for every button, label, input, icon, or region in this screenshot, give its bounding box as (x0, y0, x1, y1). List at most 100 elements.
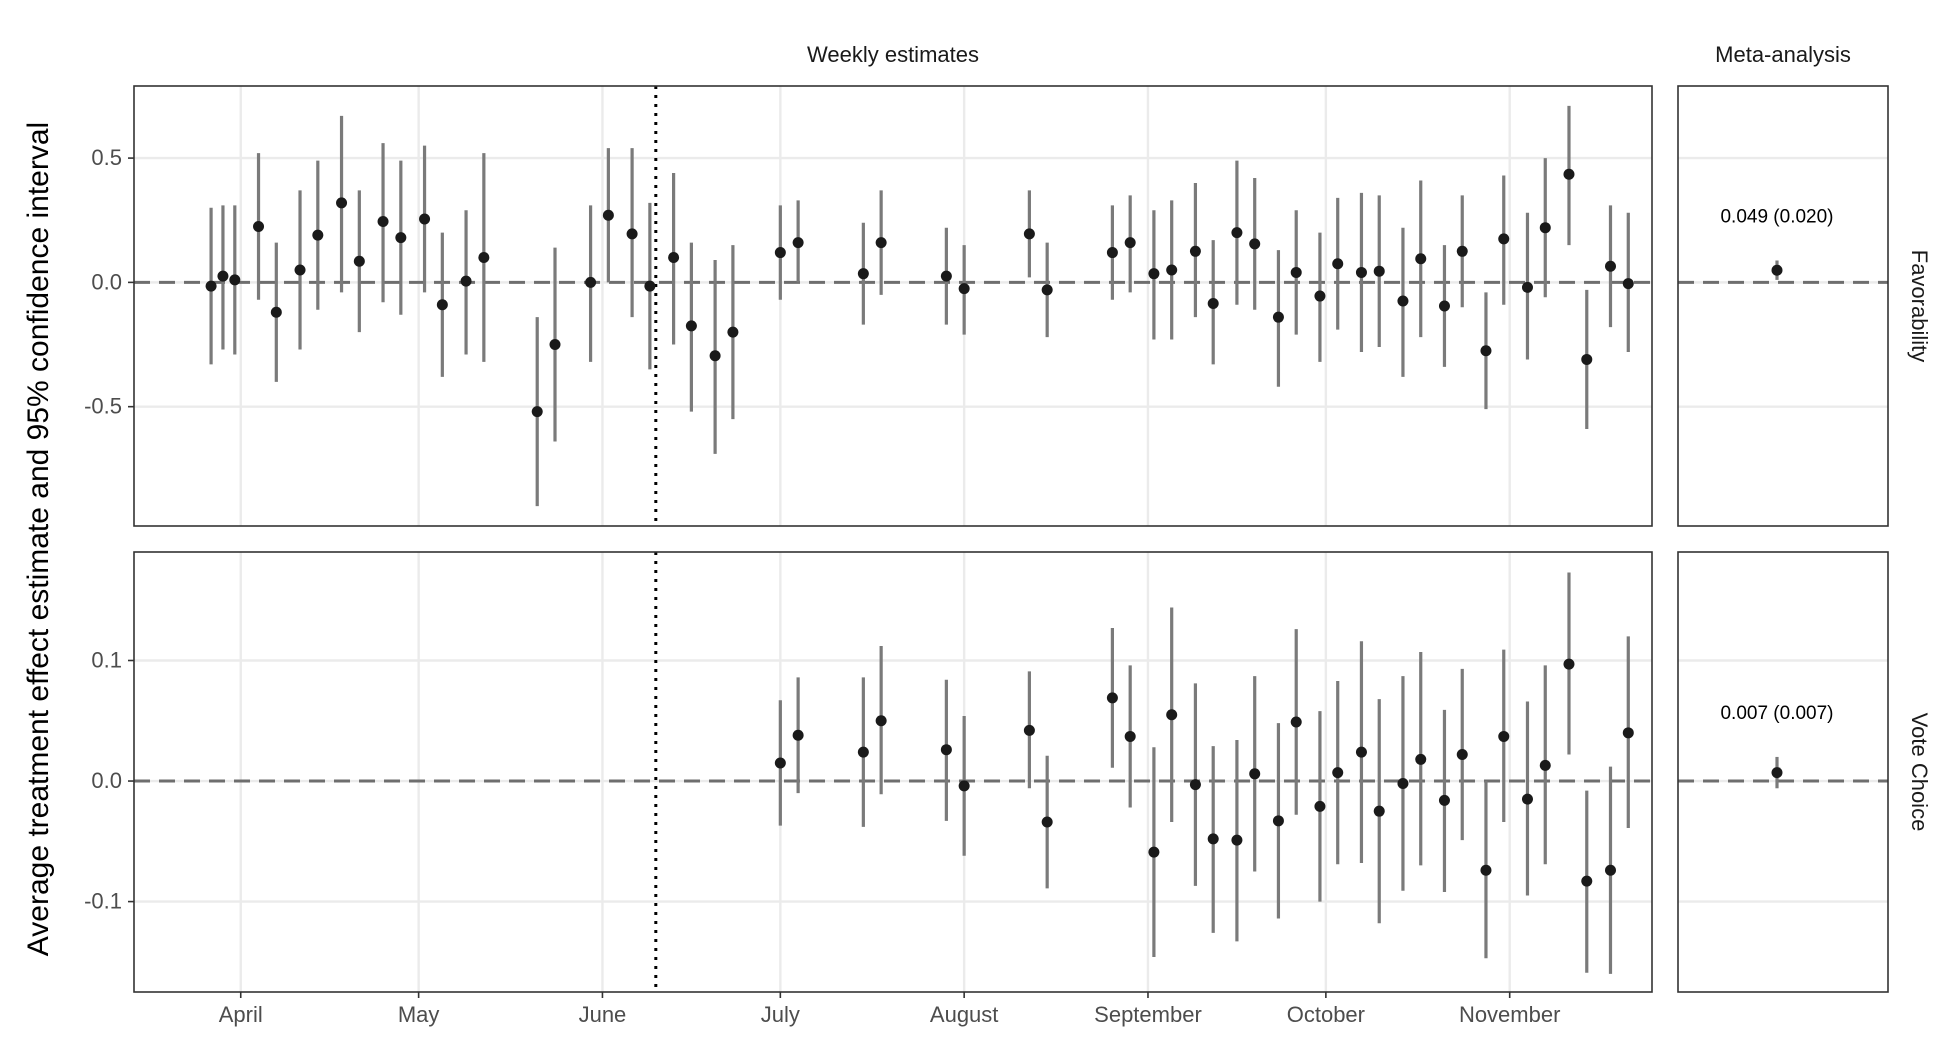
estimate-point (312, 229, 324, 241)
estimate-point (727, 326, 739, 338)
panel-background (134, 552, 1652, 992)
estimate-point (1332, 258, 1344, 270)
estimate-point (460, 275, 472, 287)
estimate-point (585, 276, 597, 288)
estimate-point (602, 209, 614, 221)
estimate-point (1521, 281, 1533, 293)
panel-border (133, 85, 1653, 527)
estimate-point (1604, 864, 1616, 876)
estimate-point (940, 744, 952, 756)
x-tick-label: June (579, 1002, 627, 1027)
estimate-point (1231, 834, 1243, 846)
estimate-point (1148, 268, 1160, 280)
estimate-point (1290, 266, 1302, 278)
estimate-point (644, 280, 656, 292)
estimate-point (685, 320, 697, 332)
estimate-point (217, 270, 229, 282)
panel-favorability-meta (1677, 85, 1889, 527)
estimate-point (1166, 264, 1178, 276)
estimate-point (626, 228, 638, 240)
y-axis-label: Average treatment effect estimate and 95… (22, 122, 55, 956)
estimate-point (1581, 353, 1593, 365)
estimate-point (857, 268, 869, 280)
estimate-point (1124, 237, 1136, 249)
y-tick-label: 0.0 (91, 768, 122, 793)
estimate-point (1314, 290, 1326, 302)
meta-estimate-label: 0.049 (0.020) (1720, 207, 1833, 228)
estimate-point (1314, 800, 1326, 812)
estimate-point (1041, 284, 1053, 296)
estimate-point (1604, 260, 1616, 272)
panel-background (1678, 552, 1888, 992)
estimate-point (1397, 295, 1409, 307)
panel-background (1678, 86, 1888, 526)
estimate-point (1231, 227, 1243, 239)
estimate-point (1480, 345, 1492, 357)
estimate-point (958, 283, 970, 295)
estimate-point (270, 306, 282, 318)
estimate-point (1622, 278, 1634, 290)
facet-strip-vote-choice: Vote Choice (1907, 713, 1932, 832)
x-tick-label: July (761, 1002, 800, 1027)
estimate-point (1498, 730, 1510, 742)
estimate-point (1563, 658, 1575, 670)
estimate-point (1622, 727, 1634, 739)
meta-labels: 0.049 (0.020) 0.007 (0.007) (1720, 207, 1833, 724)
estimate-point (419, 213, 431, 225)
estimate-point (436, 299, 448, 311)
estimate-point (1563, 168, 1575, 180)
estimate-point (1106, 247, 1118, 259)
facet-strip-meta: Meta-analysis (1715, 42, 1851, 67)
estimate-point (1189, 245, 1201, 257)
estimate-point (1041, 816, 1053, 828)
panel-background (134, 86, 1652, 526)
estimate-point (875, 237, 887, 249)
estimate-point (1189, 779, 1201, 791)
panel-border (1677, 85, 1889, 527)
estimate-point (774, 247, 786, 259)
estimate-point (1355, 266, 1367, 278)
estimate-point (1332, 767, 1344, 779)
x-tick-label: October (1287, 1002, 1365, 1027)
facet-strip-favorability: Favorability (1907, 250, 1932, 362)
estimate-point (253, 220, 265, 232)
estimate-point (1415, 253, 1427, 265)
estimate-point (1438, 794, 1450, 806)
estimate-point (1373, 265, 1385, 277)
estimate-point (1290, 716, 1302, 728)
estimate-point (1166, 709, 1178, 721)
estimate-point (1480, 864, 1492, 876)
x-tick-label: May (398, 1002, 440, 1027)
estimate-point (1249, 238, 1261, 250)
estimate-point (857, 746, 869, 758)
estimate-point (1272, 815, 1284, 827)
estimate-point (478, 252, 490, 264)
estimate-point (1456, 245, 1468, 257)
x-tick-label: August (930, 1002, 999, 1027)
estimate-point (1397, 777, 1409, 789)
estimate-point (294, 264, 306, 276)
estimate-point (336, 197, 348, 209)
y-tick-label: 0.1 (91, 647, 122, 672)
panel-favorability-weekly: 0.5 0.0 -0.5 (84, 85, 1653, 527)
estimate-point (1272, 311, 1284, 323)
estimate-point (1539, 759, 1551, 771)
estimate-point (1581, 875, 1593, 887)
x-tick-label: September (1094, 1002, 1202, 1027)
x-axis: April May June July August September October No… (219, 992, 1560, 1027)
estimate-point (1456, 749, 1468, 761)
estimate-point (792, 729, 804, 741)
estimate-point (1023, 724, 1035, 736)
estimate-point (1249, 768, 1261, 780)
estimate-point (958, 780, 970, 792)
estimate-point (1207, 833, 1219, 845)
estimate-point (1106, 692, 1118, 704)
panel-border (133, 551, 1653, 993)
estimate-point (1498, 233, 1510, 245)
y-tick-label: 0.5 (91, 145, 122, 170)
estimate-point (229, 274, 241, 286)
estimate-point (1521, 793, 1533, 805)
estimate-point (709, 350, 721, 362)
panel-vote-choice-meta (1677, 551, 1889, 993)
